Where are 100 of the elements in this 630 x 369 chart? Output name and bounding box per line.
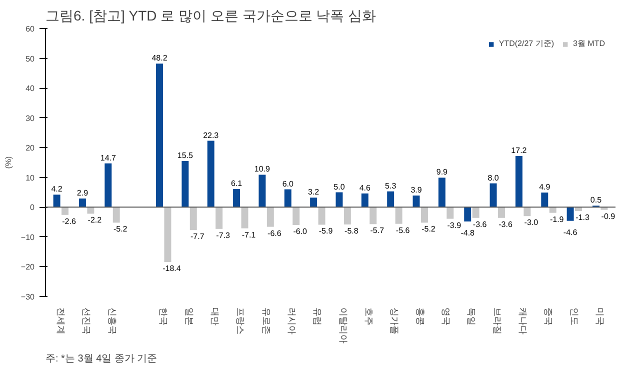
x-tick-label: 전세계 (56, 308, 66, 334)
data-label: -5.9 (318, 226, 334, 236)
data-label: 0.5 (590, 196, 602, 205)
data-label: -7.7 (190, 232, 205, 242)
data-label: 3.9 (410, 186, 422, 195)
bar (216, 207, 223, 229)
x-tick-label: 홍콩 (415, 308, 426, 326)
x-tick-label: 캐나다 (518, 308, 528, 334)
x-tick-label: 미국 (595, 308, 606, 326)
x-tick-label: 인도 (569, 308, 580, 326)
bar (318, 207, 326, 225)
x-tick-label: 싱가폴 (390, 308, 400, 334)
data-label: -5.6 (396, 226, 410, 235)
bar (566, 207, 574, 221)
bar (575, 207, 582, 212)
bar (446, 207, 454, 219)
legend-label: YTD(2/27 기준) (498, 38, 554, 49)
y-tick-label: 0 (30, 203, 36, 212)
bar (53, 194, 60, 208)
bar (104, 163, 112, 208)
data-label: 4.6 (359, 183, 372, 192)
y-tick-label: −10 (20, 232, 36, 242)
data-label: -0.9 (601, 212, 616, 221)
bar (112, 207, 120, 223)
bar (87, 207, 94, 214)
data-label: -5.8 (344, 226, 359, 236)
bar (370, 207, 377, 224)
bar (524, 207, 531, 216)
data-label: 8.0 (488, 173, 500, 182)
data-label: -3.6 (472, 220, 488, 229)
bar (292, 207, 300, 226)
data-label: -5.7 (370, 226, 385, 236)
bar (258, 174, 266, 208)
data-label: 2.9 (76, 188, 89, 198)
x-tick-label: 호주 (364, 308, 374, 326)
y-tick-label: 10 (26, 173, 36, 182)
bar (164, 207, 172, 262)
bar (600, 207, 608, 210)
x-tick-label: 유로존 (261, 308, 272, 334)
data-label: 5.3 (385, 181, 397, 190)
x-tick-label: 신흥국 (107, 308, 118, 334)
x-tick-label: 독일 (466, 308, 477, 326)
data-label: -2.6 (62, 216, 76, 226)
data-label: -18.4 (162, 264, 182, 273)
data-label: 4.2 (51, 184, 63, 194)
bar (344, 207, 351, 224)
data-label: 17.2 (511, 146, 528, 155)
data-label: -6.0 (293, 227, 308, 236)
y-tick-label: 50 (26, 54, 36, 64)
x-tick-label: 이탈리아 (338, 308, 348, 344)
x-tick-label: 선진국 (82, 308, 92, 334)
bar (310, 198, 318, 208)
y-tick-label: 20 (26, 144, 36, 153)
x-tick-label: 일본 (184, 308, 194, 326)
bar (62, 207, 69, 215)
data-label: -1.9 (550, 214, 564, 224)
data-label: 10.9 (254, 164, 271, 174)
bar (472, 207, 480, 218)
x-tick-label: 프랑스 (236, 308, 246, 334)
x-tick-label: 브라질 (492, 308, 502, 334)
data-label: -6.6 (268, 228, 282, 238)
data-label: -5.2 (422, 224, 436, 234)
y-tick-label: −20 (20, 262, 36, 272)
data-label: -4.6 (563, 228, 578, 237)
data-label: -7.3 (216, 230, 231, 240)
x-tick-label: 영국 (441, 308, 452, 326)
data-label: 6.1 (230, 179, 243, 188)
bar (387, 191, 394, 208)
data-label: -3.9 (447, 220, 462, 230)
legend-label: 3월 MTD (573, 38, 605, 49)
data-label: -3.0 (524, 218, 539, 228)
bar (284, 189, 292, 208)
chart-title: 그림6. [참고] YTD 로 많이 오른 국가순으로 낙폭 심화 (46, 8, 376, 24)
bar (498, 207, 505, 218)
bar (395, 207, 402, 224)
bar (549, 207, 556, 213)
bar (361, 193, 368, 208)
data-label: 5.0 (334, 182, 346, 192)
data-label: -3.6 (498, 220, 513, 229)
data-label: 4.9 (539, 182, 551, 192)
y-tick-label: 30 (26, 114, 36, 123)
bar (438, 178, 446, 208)
data-label: 15.5 (177, 151, 194, 160)
data-label: 14.7 (100, 153, 116, 162)
x-tick-label: 중국 (544, 308, 554, 326)
bar (156, 64, 163, 208)
data-label: 22.3 (203, 130, 220, 140)
bar (420, 207, 428, 223)
bar (336, 192, 343, 208)
bar (190, 207, 197, 230)
bar (241, 207, 248, 228)
data-label: -7.1 (242, 230, 256, 240)
data-label: -5.2 (113, 224, 128, 234)
data-label: 9.9 (436, 168, 448, 177)
y-tick-label: −30 (20, 292, 36, 302)
x-tick-label: 대만 (210, 308, 220, 326)
data-label: -2.2 (88, 216, 102, 225)
bar (541, 192, 548, 208)
bar (490, 183, 497, 208)
data-label: 48.2 (152, 54, 168, 63)
